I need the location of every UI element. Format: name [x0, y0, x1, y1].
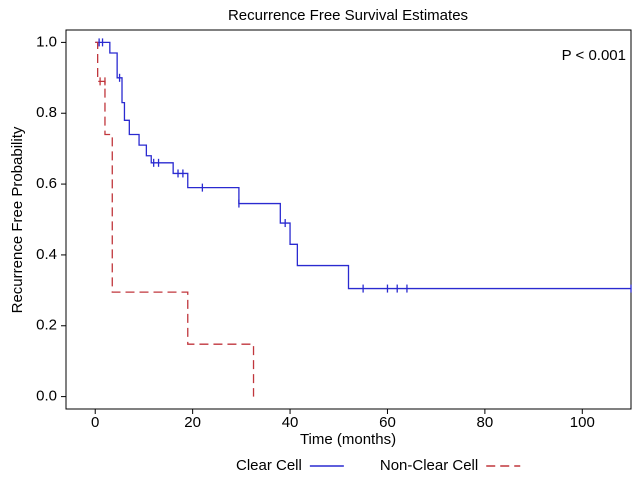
y-tick-label: 0.8: [36, 104, 57, 121]
x-tick-label: 40: [282, 414, 299, 431]
y-tick-label: 0.0: [36, 388, 57, 405]
chart-title: Recurrence Free Survival Estimates: [228, 7, 468, 24]
y-tick-label: 0.4: [36, 246, 57, 263]
x-tick-label: 60: [379, 414, 396, 431]
legend-label: Non-Clear Cell: [380, 457, 478, 474]
survival-curve: [95, 41, 631, 290]
p-value-annotation: P < 0.001: [562, 47, 626, 64]
y-axis-label: Recurrence Free Probability: [9, 126, 26, 313]
y-tick-label: 1.0: [36, 33, 57, 50]
legend-label: Clear Cell: [236, 457, 302, 474]
x-axis-label: Time (months): [300, 431, 396, 448]
x-tick-label: 20: [184, 414, 201, 431]
y-tick-label: 0.2: [36, 317, 57, 334]
x-tick-label: 0: [91, 414, 99, 431]
y-tick-label: 0.6: [36, 175, 57, 192]
plot-frame: [65, 29, 632, 410]
survival-curve: [95, 41, 255, 397]
x-tick-label: 100: [570, 414, 595, 431]
x-tick-label: 80: [477, 414, 494, 431]
